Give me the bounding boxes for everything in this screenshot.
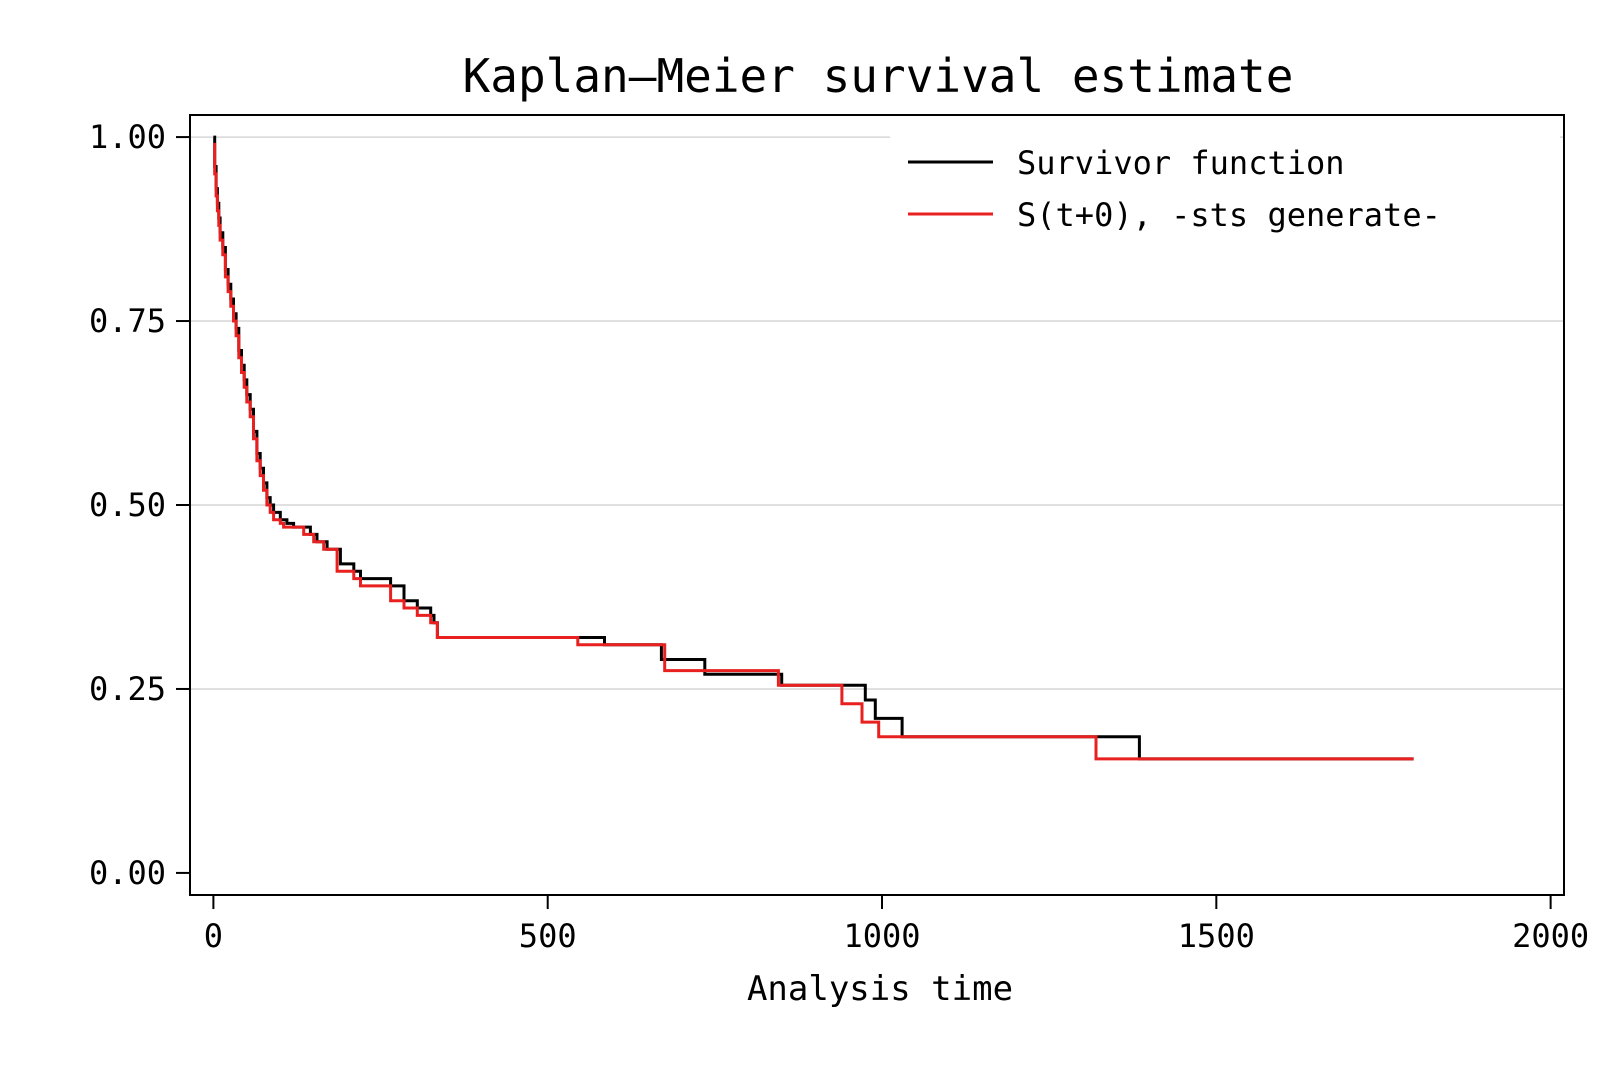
x-tick-label: 500	[519, 917, 577, 955]
y-axis: 0.00 0.25 0.50 0.75 1.00	[89, 118, 190, 892]
y-tick-label: 0.25	[89, 670, 166, 708]
y-tick-label: 0.75	[89, 302, 166, 340]
y-tick-label: 0.50	[89, 486, 166, 524]
y-tick-label: 1.00	[89, 118, 166, 156]
legend-background	[890, 134, 1560, 242]
legend-label-survivor-function: Survivor function	[1017, 144, 1345, 182]
series-lines	[213, 135, 1414, 761]
x-tick-label: 1500	[1178, 917, 1255, 955]
legend: Survivor function S(t+0), -sts generate-	[890, 134, 1560, 242]
x-axis: 0 500 1000 1500 2000	[204, 895, 1589, 955]
x-axis-label: Analysis time	[747, 969, 1013, 1009]
y-tick-label: 0.00	[89, 854, 166, 892]
series-sts-generate	[213, 142, 1414, 761]
x-tick-label: 1000	[843, 917, 920, 955]
legend-label-sts-generate: S(t+0), -sts generate-	[1017, 196, 1441, 234]
chart-title: Kaplan–Meier survival estimate	[463, 49, 1294, 103]
x-tick-label: 0	[204, 917, 223, 955]
x-tick-label: 2000	[1512, 917, 1589, 955]
